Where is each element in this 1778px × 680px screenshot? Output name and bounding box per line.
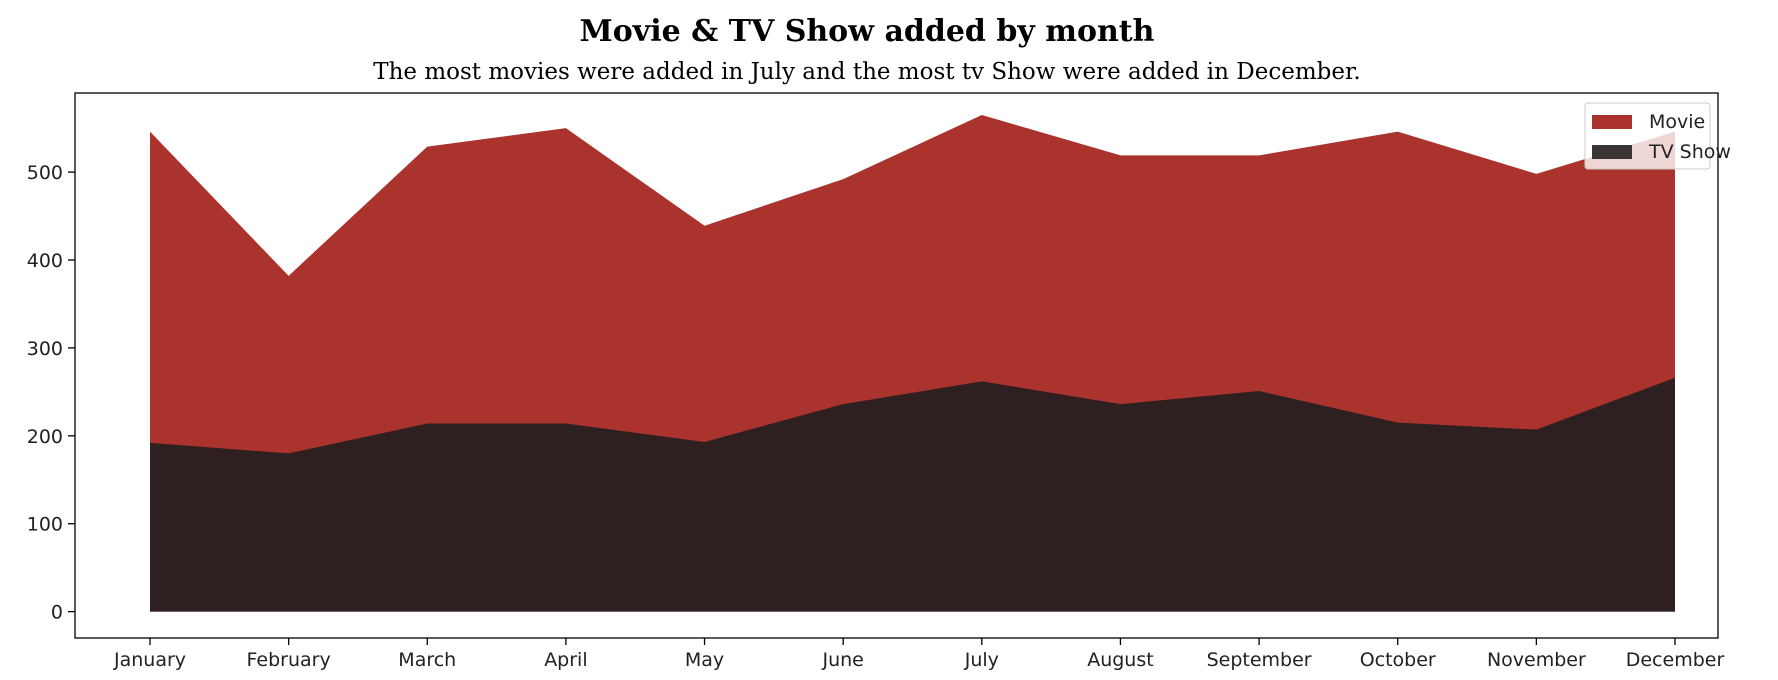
x-tick-label-june: June [821, 649, 863, 671]
x-tick-label-october: October [1360, 649, 1436, 671]
series-areas [150, 114, 1675, 612]
legend: Movie TV Show [1584, 102, 1731, 170]
plot-frame [74, 92, 1719, 639]
x-tick-label-july: July [964, 649, 999, 671]
y-tick-label-100: 100 [27, 514, 63, 536]
y-tick-label-500: 500 [27, 162, 63, 184]
y-tick-label-400: 400 [27, 250, 63, 272]
y-tick-label-0: 0 [51, 602, 63, 624]
legend-swatch-movie [1592, 115, 1632, 129]
x-tick-label-january: January [113, 649, 186, 671]
x-tick-label-february: February [247, 649, 331, 671]
legend-label-movie: Movie [1649, 111, 1705, 133]
chart-title: Movie & TV Show added by month [580, 14, 1155, 49]
x-tick-label-may: May [685, 649, 724, 671]
y-axis: 0 100 200 300 400 500 [27, 162, 75, 624]
x-axis: January February March April May June July Augu… [113, 638, 1724, 671]
x-tick-label-november: November [1487, 649, 1586, 671]
x-tick-label-march: March [398, 649, 456, 671]
x-tick-label-august: August [1087, 649, 1154, 671]
area-tv-show [150, 377, 1675, 612]
chart-subtitle: The most movies were added in July and t… [373, 59, 1361, 85]
y-tick-label-300: 300 [27, 338, 63, 360]
x-tick-label-december: December [1626, 649, 1725, 671]
x-tick-label-april: April [544, 649, 587, 671]
x-tick-label-september: September [1207, 649, 1312, 671]
legend-swatch-tv-show [1592, 145, 1632, 159]
legend-label-tv-show: TV Show [1648, 141, 1731, 163]
y-tick-label-200: 200 [27, 426, 63, 448]
